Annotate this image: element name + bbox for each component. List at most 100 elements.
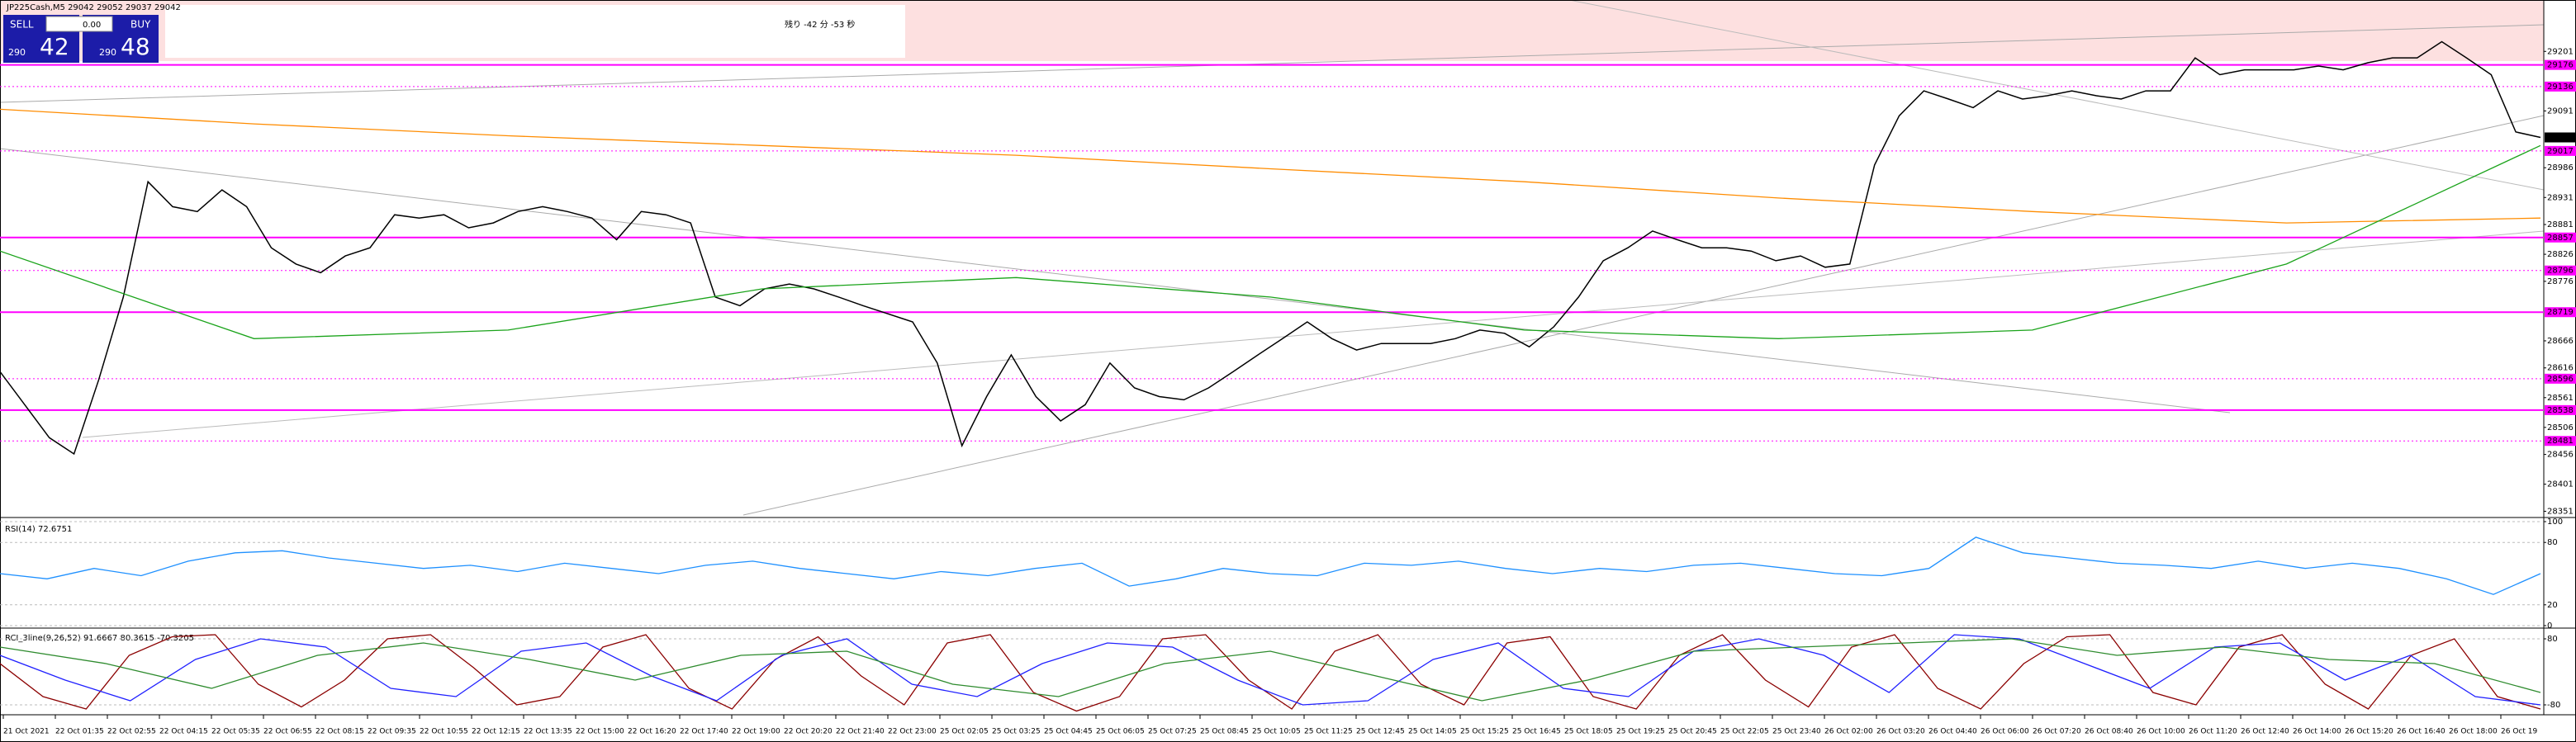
time-label: 25 Oct 08:45 xyxy=(1200,728,1249,736)
level-label: 29017 xyxy=(2547,147,2574,156)
time-label: 22 Oct 15:00 xyxy=(576,728,624,736)
y-tick-label: 100 xyxy=(2547,518,2563,527)
y-tick-label: 28561 xyxy=(2547,394,2574,403)
level-label: 29136 xyxy=(2547,83,2574,92)
time-label: 22 Oct 13:35 xyxy=(524,728,572,736)
level-label-box xyxy=(2545,307,2576,318)
time-label: 25 Oct 06:05 xyxy=(1096,728,1145,736)
time-label: 26 Oct 07:20 xyxy=(2033,728,2081,736)
time-label: 22 Oct 06:55 xyxy=(263,728,312,736)
series-line xyxy=(0,634,2541,706)
time-label: 22 Oct 20:20 xyxy=(784,728,833,736)
y-tick-label: 28826 xyxy=(2547,250,2574,259)
level-label: 28538 xyxy=(2547,406,2574,415)
y-tick-label: 28986 xyxy=(2547,163,2574,173)
time-label: 22 Oct 17:40 xyxy=(680,728,728,736)
y-tick-label: 28881 xyxy=(2547,220,2574,229)
level-label-box xyxy=(2545,59,2576,70)
y-tick-label: 28456 xyxy=(2547,451,2574,460)
y-tick-label: 28401 xyxy=(2547,480,2574,489)
series-line xyxy=(0,40,2541,456)
level-label-box xyxy=(2545,404,2576,415)
y-tick-label: 20 xyxy=(2547,601,2558,610)
time-label: 25 Oct 18:05 xyxy=(1564,728,1613,736)
y-tick-label: 28931 xyxy=(2547,193,2574,202)
time-label: 22 Oct 19:00 xyxy=(732,728,780,736)
level-label-box xyxy=(2545,373,2576,384)
y-tick-label: 28506 xyxy=(2547,423,2574,432)
time-label: 26 Oct 10:00 xyxy=(2137,728,2185,736)
level-label: 29176 xyxy=(2547,61,2574,70)
time-label: 22 Oct 05:35 xyxy=(211,728,260,736)
y-tick-label: 80 xyxy=(2547,538,2558,547)
trend-line xyxy=(0,148,2231,414)
series-line xyxy=(0,638,2541,702)
buy-price-big: 48 xyxy=(121,33,150,60)
y-tick-label: 29091 xyxy=(2547,106,2574,116)
time-label: 26 Oct 08:40 xyxy=(2085,728,2133,736)
sell-label: SELL xyxy=(10,19,34,31)
level-label: 28596 xyxy=(2547,375,2574,384)
time-label: 26 Oct 12:40 xyxy=(2241,728,2289,736)
level-label: 28796 xyxy=(2547,267,2574,276)
time-label: 26 Oct 11:20 xyxy=(2189,728,2237,736)
time-label: 25 Oct 10:05 xyxy=(1252,728,1301,736)
timer: 残り -42 分 -53 秒 xyxy=(785,19,855,30)
time-label: 25 Oct 14:05 xyxy=(1408,728,1457,736)
time-label: 26 Oct 02:00 xyxy=(1824,728,1873,736)
indicator-title: RSI(14) 72.6751 xyxy=(5,525,72,534)
level-label: 28719 xyxy=(2547,308,2574,317)
trend-line xyxy=(82,230,2545,438)
time-label: 22 Oct 21:40 xyxy=(836,728,885,736)
time-label: 25 Oct 12:45 xyxy=(1356,728,1405,736)
time-label: 25 Oct 22:05 xyxy=(1720,728,1769,736)
time-label: 22 Oct 08:15 xyxy=(315,728,364,736)
volume-box[interactable] xyxy=(45,16,113,32)
time-label: 25 Oct 04:45 xyxy=(1044,728,1093,736)
time-label: 25 Oct 20:45 xyxy=(1668,728,1717,736)
time-label: 22 Oct 23:00 xyxy=(888,728,937,736)
level-label-box xyxy=(2545,265,2576,276)
trend-line xyxy=(0,24,2545,103)
current-price-label: 29042 xyxy=(2547,133,2574,142)
y-tick-label: -80 xyxy=(2547,701,2560,710)
time-label: 25 Oct 03:25 xyxy=(992,728,1041,736)
time-label: 22 Oct 10:55 xyxy=(420,728,468,736)
time-label: 26 Oct 19 xyxy=(2501,728,2537,736)
time-label: 22 Oct 02:55 xyxy=(107,728,156,736)
symbol-info: JP225Cash,M5 29042 29052 29037 29042 xyxy=(6,3,181,12)
time-label: 26 Oct 04:40 xyxy=(1928,728,1977,736)
trend-line xyxy=(742,115,2545,516)
y-tick-label: 80 xyxy=(2547,635,2558,644)
time-label: 26 Oct 15:20 xyxy=(2345,728,2393,736)
sell-price-big: 42 xyxy=(40,33,69,60)
y-tick-label: 29201 xyxy=(2547,47,2574,56)
time-label: 26 Oct 03:20 xyxy=(1876,728,1925,736)
level-label-box xyxy=(2545,145,2576,156)
time-label: 22 Oct 04:15 xyxy=(159,728,208,736)
time-label: 25 Oct 02:05 xyxy=(940,728,989,736)
level-label: 28857 xyxy=(2547,234,2574,243)
time-label: 22 Oct 16:20 xyxy=(628,728,676,736)
time-label: 25 Oct 15:25 xyxy=(1460,728,1509,736)
y-tick-label: 0 xyxy=(2547,621,2552,631)
y-tick-label: 28616 xyxy=(2547,364,2574,373)
time-label: 26 Oct 18:00 xyxy=(2449,728,2498,736)
trade-panel: SELL BUY 0.00 290 42 290 48 xyxy=(3,15,159,63)
time-label: 26 Oct 16:40 xyxy=(2397,728,2446,736)
time-label: 22 Oct 01:35 xyxy=(55,728,104,736)
timer-area xyxy=(165,5,905,58)
time-label: 26 Oct 14:00 xyxy=(2293,728,2341,736)
time-label: 22 Oct 09:35 xyxy=(368,728,416,736)
level-label: 28481 xyxy=(2547,437,2574,446)
sell-price-small: 290 xyxy=(8,47,26,58)
time-label: 21 Oct 2021 xyxy=(3,728,50,736)
volume: 0.00 xyxy=(83,21,101,30)
time-label: 25 Oct 19:25 xyxy=(1616,728,1665,736)
y-tick-label: 28776 xyxy=(2547,277,2574,286)
y-tick-label: 28666 xyxy=(2547,337,2574,346)
time-label: 25 Oct 23:40 xyxy=(1772,728,1821,736)
